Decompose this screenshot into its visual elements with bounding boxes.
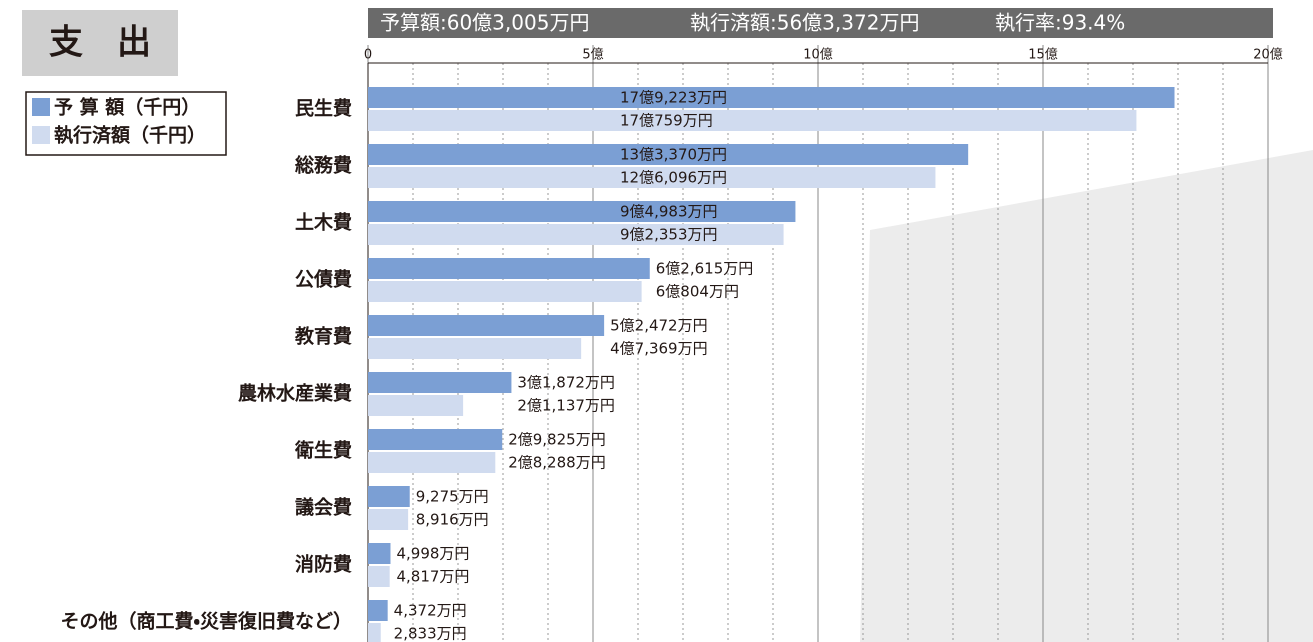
value-label: 8,916万円 [416,511,489,529]
y-tick-label: 農林水産業費 [238,382,352,405]
value-label: 4,817万円 [396,568,469,586]
bar [368,509,408,530]
bar [368,566,390,587]
y-tick-label: 土木費 [295,211,352,234]
legend-swatch [32,98,50,116]
bar [368,452,495,473]
bar [368,258,650,279]
value-label: 4,372万円 [394,602,467,620]
bar [368,281,642,302]
bar [368,486,410,507]
bar [368,395,463,416]
x-tick-label: 10億 [803,48,833,63]
x-tick-label: 15億 [1028,48,1058,63]
legend-label: 予 算 額（千円） [54,96,200,119]
y-tick-label: 公債費 [295,268,352,291]
value-label: 12億6,096万円 [620,169,727,187]
chart-title: 支 出 [49,23,151,63]
summary-text: 執行率:93.4% [995,11,1125,35]
x-tick-label: 0 [364,48,372,63]
summary-text: 予算額:60億3,005万円 [380,11,589,35]
bar [368,429,502,450]
value-label: 2,833万円 [394,625,467,642]
summary-text: 執行済額:56億3,372万円 [690,11,919,35]
bar [368,110,1136,131]
value-label: 5億2,472万円 [610,317,708,335]
bar [368,543,390,564]
y-tick-label: 議会費 [295,496,352,519]
y-tick-label: 消防費 [295,553,352,576]
bar [368,623,381,642]
value-label: 17億9,223万円 [620,89,727,107]
bar [368,338,581,359]
bar [368,315,604,336]
bar [368,87,1175,108]
value-label: 2億1,137万円 [517,397,615,415]
bar [368,372,511,393]
value-label: 2億9,825万円 [508,431,606,449]
value-label: 3億1,872万円 [517,374,615,392]
bar [368,201,795,222]
y-tick-label: 教育費 [294,325,352,348]
y-tick-label: その他（商工費・災害復旧費など） [61,610,352,633]
chart: 支 出 予算額:60億3,005万円 執行済額:56億3,372万円 執行率:93.… [0,0,1313,642]
y-tick-label: 総務費 [294,154,352,177]
value-label: 9億4,983万円 [620,203,718,221]
background-decoration [860,150,1313,642]
bar [368,600,388,621]
value-label: 4億7,369万円 [610,340,708,358]
legend-swatch [32,126,50,144]
x-tick-label: 5億 [582,48,603,63]
value-label: 13億3,370万円 [620,146,727,164]
value-label: 2億8,288万円 [508,454,606,472]
x-tick-label: 20億 [1253,48,1283,63]
y-tick-label: 民生費 [295,97,352,120]
value-label: 9,275万円 [416,488,489,506]
value-label: 6億2,615万円 [656,260,754,278]
value-label: 9億2,353万円 [620,226,718,244]
y-tick-label: 衛生費 [294,439,352,462]
value-label: 17億759万円 [620,112,713,130]
legend-label: 執行済額（千円） [54,124,206,147]
value-label: 6億804万円 [656,283,739,301]
value-label: 4,998万円 [396,545,469,563]
bar [368,224,784,245]
